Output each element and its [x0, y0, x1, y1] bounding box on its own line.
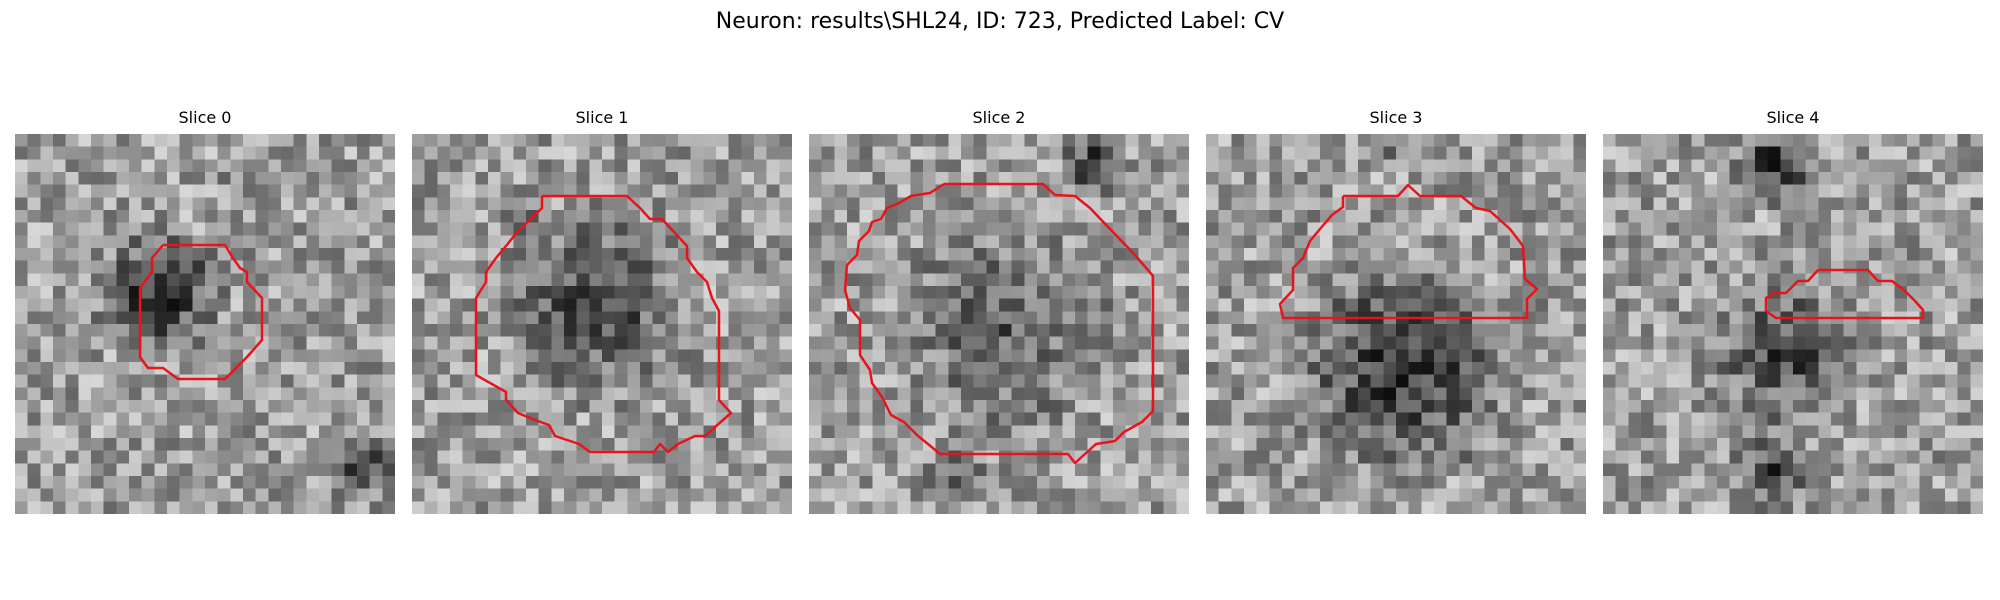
slice-image	[809, 134, 1189, 514]
slice-image	[1603, 134, 1983, 514]
slice-image	[1206, 134, 1586, 514]
slice-panel-0: Slice 0	[15, 108, 395, 514]
slice-title: Slice 4	[1766, 108, 1820, 127]
grayscale-slice-canvas	[809, 134, 1189, 514]
slice-panel-1: Slice 1	[412, 108, 792, 514]
slice-image	[412, 134, 792, 514]
figure-title: Neuron: results\SHL24, ID: 723, Predicte…	[715, 9, 1285, 34]
grayscale-slice-canvas	[1603, 134, 1983, 514]
slice-panel-4: Slice 4	[1603, 108, 1983, 514]
slice-title: Slice 1	[575, 108, 629, 127]
grayscale-slice-canvas	[15, 134, 395, 514]
slice-title: Slice 0	[178, 108, 232, 127]
slice-image	[15, 134, 395, 514]
grayscale-slice-canvas	[412, 134, 792, 514]
slice-title: Slice 3	[1369, 108, 1423, 127]
slice-panel-2: Slice 2	[809, 108, 1189, 514]
slice-panel-3: Slice 3	[1206, 108, 1586, 514]
grayscale-slice-canvas	[1206, 134, 1586, 514]
slice-title: Slice 2	[972, 108, 1026, 127]
